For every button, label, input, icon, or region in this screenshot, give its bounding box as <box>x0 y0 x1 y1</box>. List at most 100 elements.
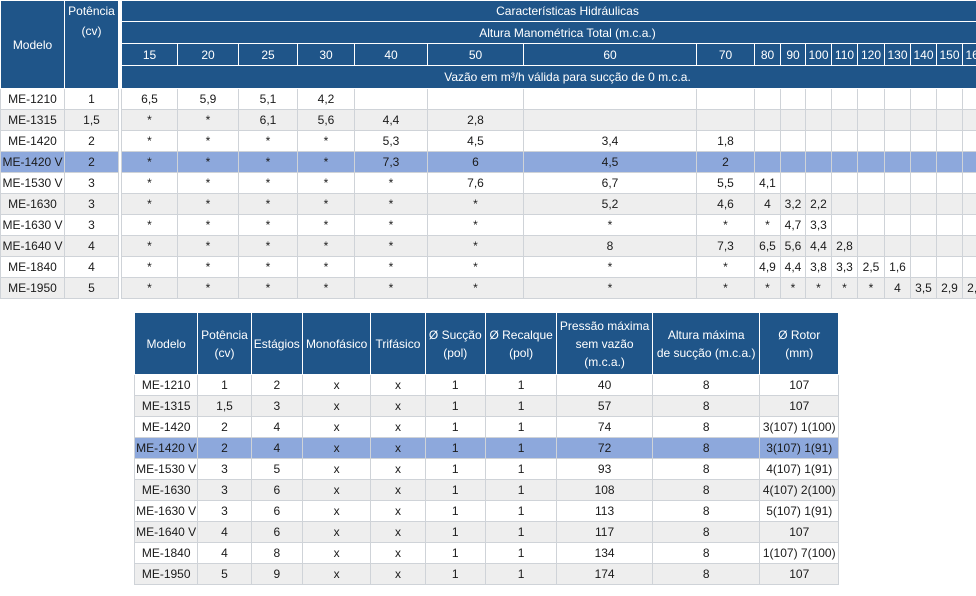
height-header-130: 130 <box>884 43 911 66</box>
trifasico-cell: x <box>370 416 426 438</box>
model-cell: ME-1640 V <box>133 521 199 543</box>
stages-cell: 9 <box>250 563 303 585</box>
max-pressure-cell: 40 <box>556 374 653 396</box>
table-row: ME-1630 V 3 6 x x 1 1 113 8 5(107) 1(91) <box>133 500 839 522</box>
max-suction-cell: 8 <box>651 416 761 438</box>
flow-cell: * <box>177 151 239 173</box>
flow-cell: 8 <box>523 235 697 257</box>
flow-cell <box>910 130 937 152</box>
flow-cell <box>936 193 963 215</box>
flow-cell <box>884 109 911 131</box>
flow-cell <box>962 256 976 278</box>
max-suction-cell: 8 <box>651 563 761 585</box>
height-header-100: 100 <box>805 43 832 66</box>
table-row: ME-1420 V 2 * * * * 7,3 6 4,5 2 <box>0 151 976 173</box>
flow-cell <box>910 172 937 194</box>
height-header-160: 160 <box>962 43 976 66</box>
flow-cell: * <box>523 277 697 299</box>
flow-cell: * <box>354 235 428 257</box>
table-row: ME-1210 1 6,5 5,9 5,1 4,2 <box>0 88 976 110</box>
flow-cell <box>780 88 806 110</box>
flow-cell: 5,1 <box>238 88 298 110</box>
stages-cell: 6 <box>250 479 303 501</box>
monofasico-cell: x <box>301 437 372 459</box>
flow-cell: * <box>427 277 524 299</box>
flow-cell <box>523 88 697 110</box>
spec-header-line: Estágios <box>253 336 300 351</box>
power-cell: 4 <box>197 521 252 543</box>
power-cell: 5 <box>197 563 252 585</box>
flow-cell: 6 <box>427 151 524 173</box>
spec-header-line: Potência <box>201 327 248 342</box>
flow-cell: 4,2 <box>297 88 355 110</box>
flow-cell: * <box>696 277 755 299</box>
column-separator <box>118 235 122 257</box>
height-header-15: 15 <box>121 43 178 66</box>
header-vazao-note: Vazão em m³/h válida para sucção de 0 m.… <box>121 65 976 89</box>
flow-cell: 1,8 <box>696 130 755 152</box>
rotor-cell: 3(107) 1(100) <box>759 416 839 438</box>
trifasico-cell: x <box>370 437 426 459</box>
flow-cell <box>936 130 963 152</box>
header-modelo: Modelo <box>0 0 65 89</box>
flow-cell <box>936 172 963 194</box>
discharge-cell: 1 <box>484 563 558 585</box>
power-cell: 3 <box>197 458 252 480</box>
stages-cell: 5 <box>250 458 303 480</box>
spec-header: Ø Recalque (pol) <box>484 312 558 375</box>
flow-cell <box>936 214 963 236</box>
power-cell: 2 <box>197 437 252 459</box>
flow-cell: * <box>805 277 832 299</box>
flow-cell <box>910 88 937 110</box>
spec-header-line: (cv) <box>214 345 235 360</box>
flow-cell <box>936 235 963 257</box>
flow-cell: * <box>354 193 428 215</box>
flow-cell <box>910 151 937 173</box>
trifasico-cell: x <box>370 563 426 585</box>
flow-cell <box>857 130 885 152</box>
power-cell: 4 <box>64 256 119 278</box>
spec-header: Pressão máxima sem vazão (m.c.a.) <box>556 312 653 375</box>
height-header-110: 110 <box>831 43 858 66</box>
flow-cell: * <box>238 214 298 236</box>
discharge-cell: 1 <box>484 437 558 459</box>
flow-cell: 3,5 <box>910 277 937 299</box>
flow-cell <box>884 151 911 173</box>
flow-cell: 2,5 <box>857 256 885 278</box>
flow-cell: * <box>696 256 755 278</box>
power-cell: 3 <box>197 479 252 501</box>
flow-cell: * <box>177 256 239 278</box>
suction-cell: 1 <box>424 416 486 438</box>
flow-cell: 4,1 <box>754 172 781 194</box>
rotor-cell: 3(107) 1(91) <box>759 437 839 459</box>
flow-cell: 4,4 <box>780 256 806 278</box>
model-cell: ME-1420 V <box>133 437 199 459</box>
trifasico-cell: x <box>370 395 426 417</box>
power-cell: 1 <box>64 88 119 110</box>
model-cell: ME-1210 <box>0 88 65 110</box>
spec-header: Potência (cv) <box>197 312 252 375</box>
stages-cell: 6 <box>250 521 303 543</box>
flow-cell <box>910 109 937 131</box>
flow-cell <box>936 256 963 278</box>
flow-cell: 5,6 <box>780 235 806 257</box>
trifasico-cell: x <box>370 521 426 543</box>
flow-cell <box>857 172 885 194</box>
trifasico-cell: x <box>370 458 426 480</box>
flow-cell <box>910 235 937 257</box>
trifasico-cell: x <box>370 542 426 564</box>
column-separator <box>118 214 122 236</box>
spec-header-line: de sucção (m.c.a.) <box>656 345 756 360</box>
flow-cell: * <box>780 277 806 299</box>
model-cell: ME-1950 <box>133 563 199 585</box>
max-pressure-cell: 108 <box>556 479 653 501</box>
model-cell: ME-1630 <box>133 479 199 501</box>
model-cell: ME-1840 <box>0 256 65 278</box>
flow-cell <box>962 214 976 236</box>
flow-cell: * <box>297 277 355 299</box>
model-cell: ME-1630 V <box>0 214 65 236</box>
flow-cell: 2,2 <box>805 193 832 215</box>
flow-cell <box>884 193 911 215</box>
header-altura: Altura Manométrica Total (m.c.a.) <box>121 21 976 44</box>
